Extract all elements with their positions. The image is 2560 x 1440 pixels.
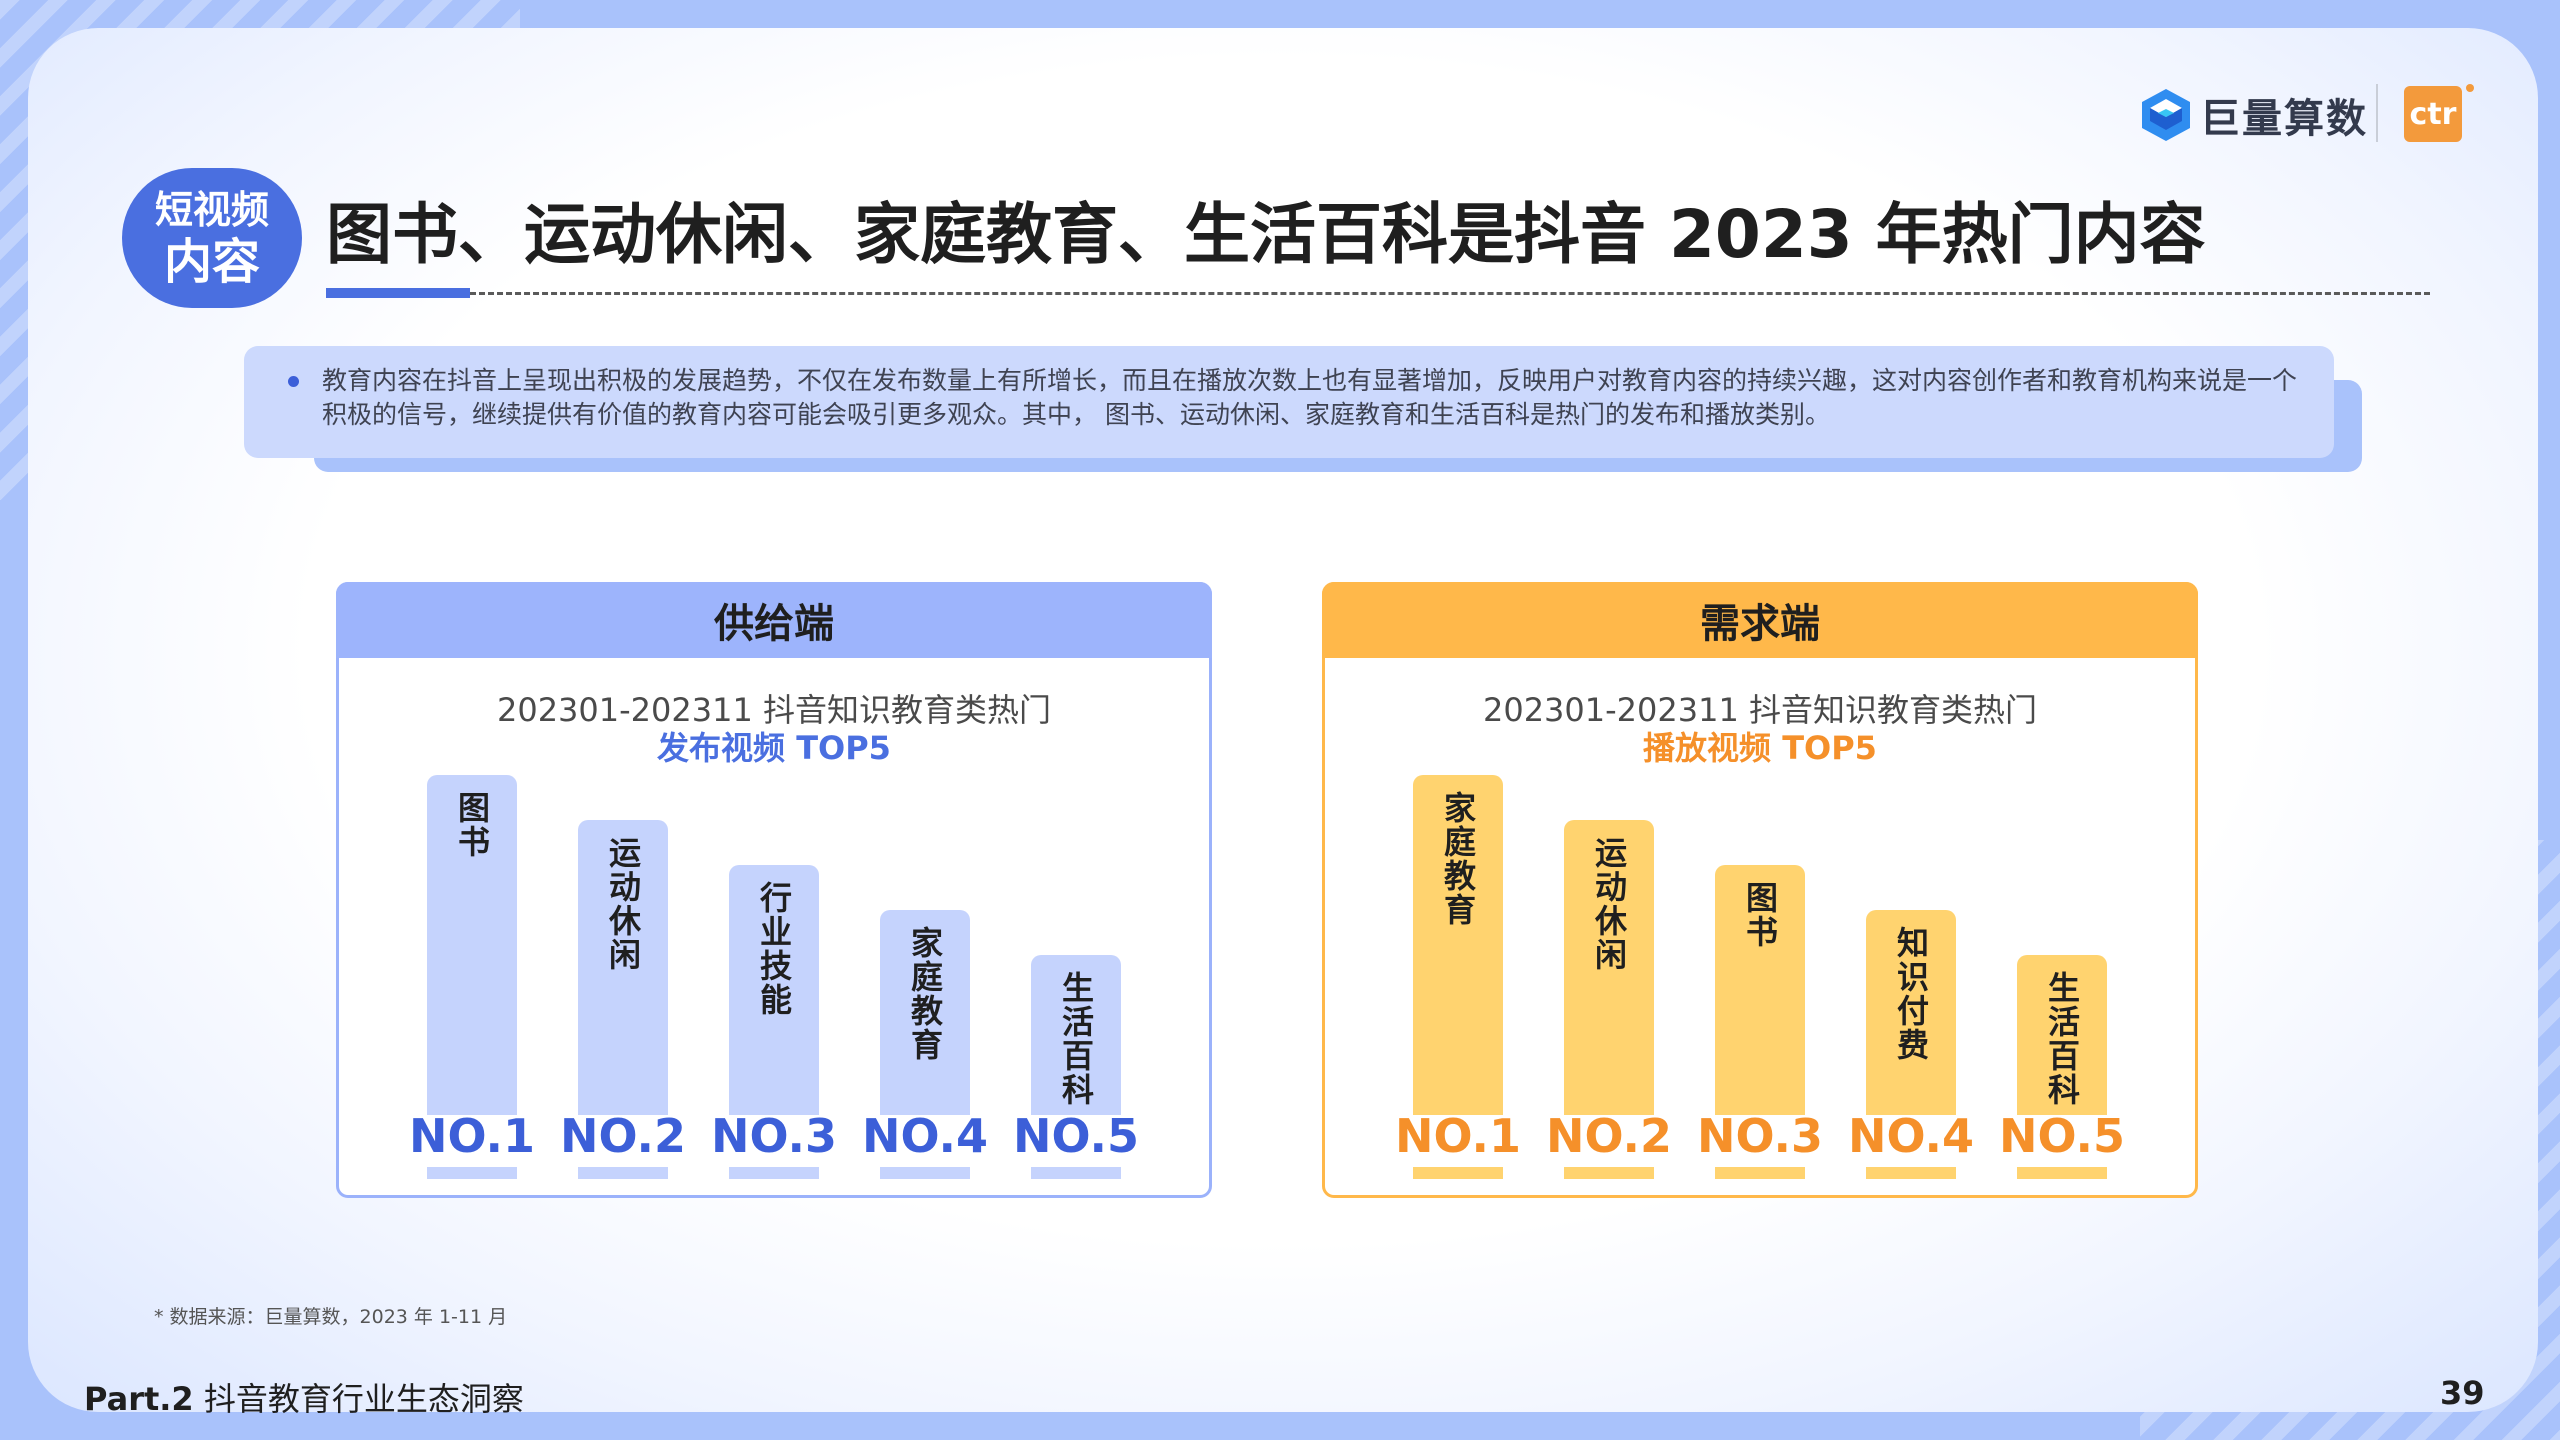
rank-label-1: NO.1 (1394, 1109, 1522, 1163)
rank-label-2: NO.2 (1545, 1109, 1673, 1163)
demand-card-title: 需求端 (1322, 582, 2198, 658)
rank-bar-3: 行业技能 (729, 865, 819, 1115)
rank-label-3: NO.3 (710, 1109, 838, 1163)
badge-line1: 短视频 (154, 188, 269, 232)
supply-card-title: 供给端 (336, 582, 1212, 658)
footer-section: Part.2 抖音教育行业生态洞察 (84, 1374, 524, 1420)
rank-bar-1: 图书 (427, 775, 517, 1115)
rank-bar-3: 图书 (1715, 865, 1805, 1115)
page-title: 图书、运动休闲、家庭教育、生活百科是抖音 2023 年热门内容 (326, 196, 2206, 273)
brand-name: 巨量算数 (2200, 96, 2368, 142)
rank-underline-3 (729, 1167, 819, 1179)
rank-bar-2: 运动休闲 (1564, 820, 1654, 1115)
supply-card-highlight: 发布视频 TOP5 (657, 729, 891, 767)
rank-underline-2 (1564, 1167, 1654, 1179)
bar-category-label: 图书 (1741, 881, 1779, 949)
badge-line2: 内容 (163, 234, 260, 290)
data-source-note: * 数据来源：巨量算数，2023 年 1-11 月 (154, 1306, 508, 1328)
bar-category-label: 生活百科 (2043, 971, 2081, 1107)
rank-underline-4 (880, 1167, 970, 1179)
rank-bar-5: 生活百科 (2017, 955, 2107, 1115)
rank-bar-4: 家庭教育 (880, 910, 970, 1115)
supply-card: 供给端 202301-202311 抖音知识教育类热门 发布视频 TOP5 图书… (336, 582, 1212, 1198)
rank-label-3: NO.3 (1696, 1109, 1824, 1163)
rank-underline-3 (1715, 1167, 1805, 1179)
bar-category-label: 知识付费 (1892, 926, 1930, 1062)
supply-card-subtitle: 202301-202311 抖音知识教育类热门 (496, 691, 1052, 729)
rank-bar-2: 运动休闲 (578, 820, 668, 1115)
rank-underline-1 (427, 1167, 517, 1179)
demand-card: 需求端 202301-202311 抖音知识教育类热门 播放视频 TOP5 家庭… (1322, 582, 2198, 1198)
rank-bar-5: 生活百科 (1031, 955, 1121, 1115)
summary-text: 教育内容在抖音上呈现出积极的发展趋势，不仅在发布数量上有所增长，而且在播放次数上… (322, 366, 2298, 429)
bar-category-label: 家庭教育 (906, 926, 944, 1062)
rank-bar-4: 知识付费 (1866, 910, 1956, 1115)
rank-underline-2 (578, 1167, 668, 1179)
rank-label-5: NO.5 (1998, 1109, 2126, 1163)
rank-bar-1: 家庭教育 (1413, 775, 1503, 1115)
page-number: 39 (2440, 1374, 2485, 1412)
rank-underline-5 (1031, 1167, 1121, 1179)
rank-label-4: NO.4 (1847, 1109, 1975, 1163)
bar-category-label: 家庭教育 (1439, 791, 1477, 927)
bar-category-label: 行业技能 (755, 881, 793, 1017)
summary-box: 教育内容在抖音上呈现出积极的发展趋势，不仅在发布数量上有所增长，而且在播放次数上… (244, 346, 2334, 458)
bullet-icon (288, 376, 299, 387)
partner-logo-mark (2466, 84, 2474, 92)
rank-label-5: NO.5 (1012, 1109, 1140, 1163)
rank-underline-4 (1866, 1167, 1956, 1179)
rank-underline-5 (2017, 1167, 2107, 1179)
footer-section-label: 抖音教育行业生态洞察 (203, 1380, 524, 1418)
brand-logo-icon (2142, 89, 2190, 141)
title-underline (326, 288, 470, 298)
bar-category-label: 生活百科 (1057, 971, 1095, 1107)
brand-logo: 巨量算数 (2140, 86, 2368, 144)
bar-category-label: 运动休闲 (604, 836, 642, 972)
bar-category-label: 运动休闲 (1590, 836, 1628, 972)
demand-card-highlight: 播放视频 TOP5 (1643, 729, 1877, 767)
rank-label-1: NO.1 (408, 1109, 536, 1163)
rank-label-4: NO.4 (861, 1109, 989, 1163)
rank-underline-1 (1413, 1167, 1503, 1179)
rank-label-2: NO.2 (559, 1109, 687, 1163)
bar-category-label: 图书 (453, 791, 491, 859)
partner-logo: ctr (2404, 86, 2462, 142)
section-badge: 短视频 内容 (122, 168, 302, 308)
demand-card-subtitle: 202301-202311 抖音知识教育类热门 (1482, 691, 2038, 729)
logo-divider (2376, 84, 2378, 142)
footer-part-label: Part.2 (84, 1380, 194, 1418)
title-divider (470, 292, 2430, 295)
